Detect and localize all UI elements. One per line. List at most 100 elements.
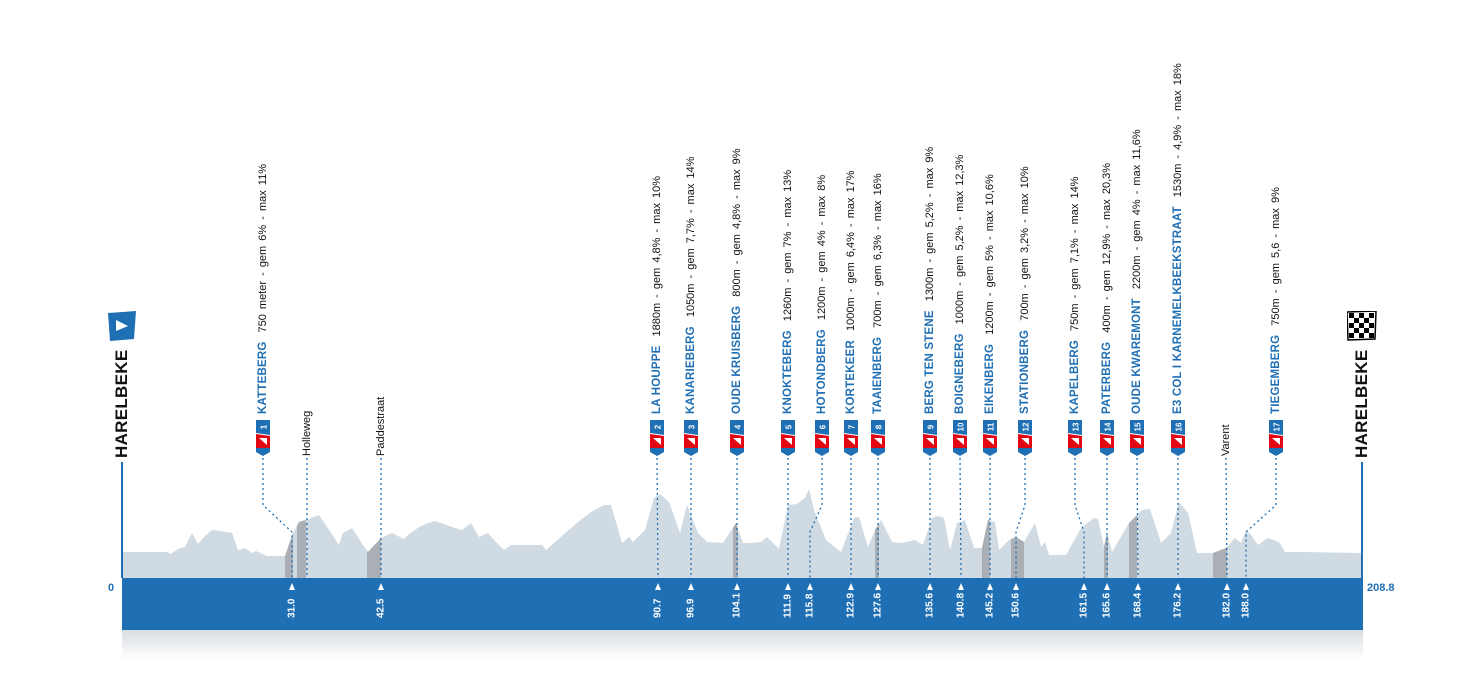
climb-badge-icon: 12: [1018, 420, 1032, 456]
svg-text:14: 14: [1104, 422, 1113, 431]
climb-section-shade: [733, 489, 738, 578]
climb-name: E3 COL I KARNEMELKBEEKSTRAAT: [1172, 206, 1184, 414]
climb-name: KNOKTEBERG: [782, 330, 794, 414]
km-arrow-icon: [654, 583, 661, 590]
km-arrow-icon: [986, 583, 993, 590]
climb-stats: 700m - gem 6,3% - max 16%: [872, 173, 884, 328]
start-town-label: HARELBEKE: [108, 311, 136, 459]
svg-text:16: 16: [1175, 422, 1184, 431]
elevation-profile: [122, 489, 1362, 578]
svg-text:11: 11: [987, 422, 996, 431]
svg-text:8: 8: [875, 424, 884, 429]
km-arrow-icon: [1134, 583, 1141, 590]
svg-text:4: 4: [734, 424, 743, 429]
street-name: Varent: [1220, 424, 1232, 456]
climb-badge-icon: 6: [815, 420, 829, 456]
climb-section-shade: [1129, 489, 1137, 578]
km-arrow-icon: [1080, 583, 1087, 590]
climb-stats: 1300m - gem 5,2% - max 9%: [924, 146, 936, 302]
climb-name: OUDE KWAREMONT: [1131, 298, 1143, 414]
climb-section-shade: [367, 489, 381, 578]
climb-name: KANARIEBERG: [685, 326, 697, 414]
leader-line: [959, 457, 962, 579]
climb-section-shade: [1011, 489, 1024, 578]
climb-name: BERG TEN STENE: [924, 310, 936, 414]
km-marker: 135.6: [924, 592, 936, 618]
climb-label: 13 KAPELBERG 750m - gem 7,1% - max 14%: [1068, 177, 1082, 456]
climb-stats: 700m - gem 3,2% - max 10%: [1019, 166, 1031, 321]
climb-label: 6 HOTONDBERG 1200m - gem 4% - max 8%: [815, 175, 829, 456]
climb-stats: 1200m - gem 4% - max 8%: [816, 174, 828, 321]
leader-line: [1225, 457, 1228, 579]
climb-label: 15 OUDE KWAREMONT 2200m - gem 4% - max 11,…: [1130, 129, 1144, 456]
km-marker: 90.7: [652, 598, 664, 618]
climb-section-shade: [875, 489, 879, 578]
leader-line: [1074, 458, 1085, 578]
km-marker: 182.0: [1221, 592, 1233, 618]
climb-label: 9 BERG TEN STENE 1300m - gem 5,2% - max 9%: [923, 147, 937, 456]
climb-label: 11 EIKENBERG 1200m - gem 5% - max 10,6%: [983, 174, 997, 456]
climb-section-shade: [297, 489, 306, 578]
km-marker: 111.9: [782, 594, 794, 618]
town-name: HARELBEKE: [112, 349, 131, 459]
km-arrow-icon: [874, 583, 881, 590]
svg-text:6: 6: [819, 424, 828, 429]
climb-name: OUDE KRUISBERG: [731, 305, 743, 414]
svg-text:3: 3: [688, 424, 697, 429]
leader-line: [809, 458, 823, 578]
climb-label: 16 E3 COL I KARNEMELKBEEKSTRAAT 1530m - 4,…: [1171, 63, 1185, 456]
climb-badge-icon: 9: [923, 420, 937, 456]
km-arrow-icon: [1174, 583, 1181, 590]
climb-badge-icon: 15: [1130, 420, 1144, 456]
climb-badge-icon: 5: [781, 420, 795, 456]
climb-name: EIKENBERG: [984, 343, 996, 414]
climb-badge-icon: 11: [983, 420, 997, 456]
km-marker: 122.9: [845, 592, 857, 618]
km-arrow-icon: [1103, 583, 1110, 590]
climb-badge-icon: 4: [730, 420, 744, 456]
km-arrow-icon: [1242, 583, 1249, 590]
km-marker: 140.8: [955, 592, 967, 618]
km-arrow-icon: [784, 583, 791, 590]
km-arrow-icon: [957, 583, 964, 590]
climb-name: TAAIENBERG: [872, 336, 884, 414]
km-arrow-icon: [1223, 583, 1230, 590]
distance-band: [122, 578, 1363, 630]
climb-badge-icon: 3: [684, 420, 698, 456]
leader-line: [1245, 458, 1277, 578]
climb-stats: 1880m - gem 4,8% - max 10%: [651, 175, 663, 337]
climb-label: 10 BOIGNEBERG 1000m - gem 5,2% - max 12,3%: [953, 155, 967, 456]
svg-text:9: 9: [927, 424, 936, 429]
km-marker: 145.2: [984, 592, 996, 618]
km-marker: 31.0: [286, 598, 298, 618]
km-arrow-icon: [806, 583, 813, 590]
climb-stats: 800m - gem 4,8% - max 9%: [731, 148, 743, 297]
climb-label: 12 STATIONBERG 700m - gem 3,2% - max 10%: [1018, 166, 1032, 456]
climb-name: STATIONBERG: [1019, 329, 1031, 414]
km-arrow-icon: [926, 583, 933, 590]
checkered-flag-icon: [1347, 311, 1377, 342]
climb-name: TIEGEMBERG: [1270, 334, 1282, 414]
climb-badge-icon: 14: [1100, 420, 1114, 456]
svg-text:2: 2: [654, 424, 663, 429]
climb-badge-icon: 8: [871, 420, 885, 456]
climb-stats: 1260m - gem 7% - max 13%: [782, 169, 794, 322]
climb-name: LA HOUPPE: [651, 345, 663, 414]
climb-label: 1 KATTEBERG 750 meter - gem 6% - max 11%: [256, 164, 270, 456]
climb-label: 3 KANARIEBERG 1050m - gem 7,7% - max 14%: [684, 157, 698, 456]
km-marker: 104.1: [731, 592, 743, 618]
climb-name: PATERBERG: [1101, 341, 1113, 414]
svg-text:12: 12: [1022, 422, 1031, 431]
km-arrow-icon: [733, 583, 740, 590]
svg-text:10: 10: [957, 422, 966, 431]
finish-distance: 208.8: [1367, 582, 1395, 594]
band-shadow: [122, 630, 1363, 660]
climb-badge-icon: 1: [256, 420, 270, 456]
climb-name: KAPELBERG: [1069, 339, 1081, 414]
leader-line: [262, 458, 293, 578]
climb-stats: 750m - gem 7,1% - max 14%: [1069, 176, 1081, 331]
climb-stats: 750 meter - gem 6% - max 11%: [257, 164, 269, 333]
km-marker: 161.5: [1078, 592, 1090, 618]
finish-town-label: HARELBEKE: [1347, 311, 1377, 458]
